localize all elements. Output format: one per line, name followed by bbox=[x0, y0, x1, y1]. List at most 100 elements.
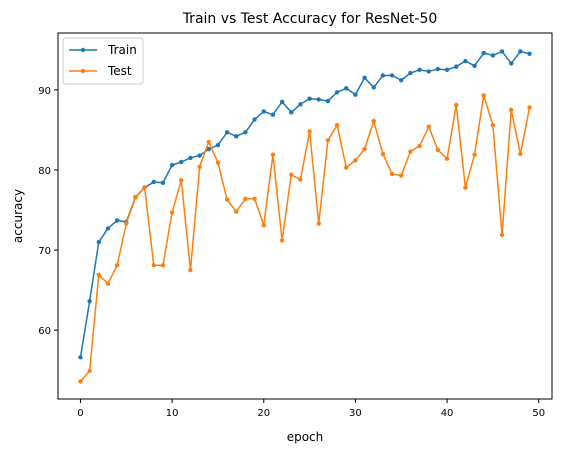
x-tick-label: 20 bbox=[257, 408, 270, 419]
data-point-train bbox=[270, 112, 276, 117]
y-axis: 60 70 80 90 bbox=[38, 86, 58, 337]
data-point-train bbox=[197, 153, 202, 158]
data-point-test bbox=[408, 149, 413, 154]
data-point-test bbox=[509, 107, 514, 113]
data-point-test bbox=[362, 146, 367, 152]
x-tick-label: 30 bbox=[349, 408, 362, 419]
data-point-train bbox=[289, 110, 294, 115]
data-point-train bbox=[353, 92, 358, 97]
data-point-test bbox=[307, 129, 312, 134]
legend-item-test: Test bbox=[69, 64, 132, 78]
legend-marker bbox=[80, 68, 86, 74]
data-point-test bbox=[124, 221, 129, 226]
data-point-train bbox=[188, 155, 193, 161]
chart-title: Train vs Test Accuracy for ResNet-50 bbox=[182, 11, 438, 27]
y-axis-label: accuracy bbox=[11, 189, 25, 243]
data-point-test bbox=[114, 263, 120, 268]
data-point-train bbox=[261, 109, 266, 114]
data-point-train bbox=[389, 73, 395, 78]
data-point-test bbox=[169, 210, 175, 215]
data-point-train bbox=[96, 239, 101, 245]
data-point-train bbox=[499, 49, 505, 54]
x-axis-label: epoch bbox=[287, 430, 324, 444]
data-point-test bbox=[133, 194, 138, 200]
data-point-test bbox=[454, 102, 459, 108]
data-point-train bbox=[224, 130, 230, 135]
y-tick-label: 80 bbox=[38, 166, 51, 177]
data-point-test bbox=[96, 272, 101, 278]
data-point-test bbox=[518, 151, 523, 157]
data-point-train bbox=[87, 299, 92, 304]
data-point-test bbox=[444, 156, 450, 161]
x-axis: 0 10 20 30 40 50 bbox=[77, 399, 545, 419]
data-point-test bbox=[344, 165, 349, 170]
data-point-train bbox=[78, 355, 83, 360]
data-point-train bbox=[417, 67, 422, 73]
data-point-train bbox=[509, 61, 514, 66]
x-tick-label: 50 bbox=[532, 408, 545, 419]
x-tick-label: 0 bbox=[77, 408, 83, 419]
data-point-train bbox=[325, 98, 331, 104]
data-point-test bbox=[316, 221, 321, 226]
data-point-test bbox=[289, 172, 294, 177]
data-point-test bbox=[298, 177, 303, 182]
data-point-test bbox=[142, 185, 147, 190]
legend-item-train: Train bbox=[69, 43, 137, 57]
data-point-train bbox=[371, 85, 376, 90]
data-point-train bbox=[527, 51, 532, 57]
data-point-test bbox=[380, 151, 386, 157]
y-tick-label: 70 bbox=[38, 246, 51, 257]
data-point-train bbox=[344, 86, 349, 91]
data-point-train bbox=[169, 162, 175, 168]
data-point-train bbox=[279, 99, 285, 105]
data-point-test bbox=[353, 158, 358, 163]
data-point-test bbox=[435, 147, 441, 153]
data-point-train bbox=[518, 49, 523, 54]
data-point-test bbox=[160, 263, 166, 268]
data-point-test bbox=[371, 118, 376, 124]
data-point-test bbox=[151, 263, 156, 268]
series-test bbox=[78, 93, 532, 384]
data-point-train bbox=[105, 226, 111, 231]
data-point-train bbox=[444, 67, 450, 73]
data-point-train bbox=[435, 66, 441, 72]
data-point-test bbox=[224, 197, 230, 202]
data-point-train bbox=[481, 50, 486, 56]
data-point-test bbox=[270, 152, 276, 157]
data-point-train bbox=[380, 73, 386, 78]
data-point-test bbox=[334, 122, 340, 128]
data-point-test bbox=[472, 152, 477, 157]
legend-label: Test bbox=[107, 64, 132, 78]
data-point-test bbox=[234, 209, 239, 214]
data-point-train bbox=[206, 146, 211, 152]
data-point-test bbox=[179, 178, 184, 183]
data-point-test bbox=[215, 160, 221, 165]
data-point-test bbox=[426, 124, 431, 129]
data-point-train bbox=[151, 179, 156, 185]
legend: Train Test bbox=[62, 37, 144, 85]
data-point-test bbox=[105, 281, 111, 286]
data-point-train bbox=[426, 69, 431, 74]
data-point-train bbox=[234, 134, 239, 139]
data-point-test bbox=[261, 223, 266, 228]
plot-frame bbox=[57, 32, 553, 400]
data-point-test bbox=[463, 185, 468, 190]
data-point-test bbox=[78, 379, 83, 384]
plot-area bbox=[78, 49, 532, 384]
data-point-test bbox=[188, 267, 193, 273]
data-point-train bbox=[252, 117, 257, 122]
data-point-test bbox=[279, 238, 285, 243]
data-point-train bbox=[160, 180, 166, 185]
x-tick-label: 10 bbox=[166, 408, 179, 419]
data-point-train bbox=[215, 142, 221, 148]
data-point-train bbox=[399, 78, 404, 83]
y-tick-label: 90 bbox=[38, 86, 51, 97]
data-point-test bbox=[490, 122, 496, 128]
legend-label: Train bbox=[107, 43, 137, 57]
data-point-train bbox=[408, 70, 413, 76]
x-tick-label: 40 bbox=[441, 408, 454, 419]
data-point-test bbox=[197, 164, 202, 169]
data-point-test bbox=[481, 93, 486, 98]
data-point-train bbox=[454, 64, 459, 69]
